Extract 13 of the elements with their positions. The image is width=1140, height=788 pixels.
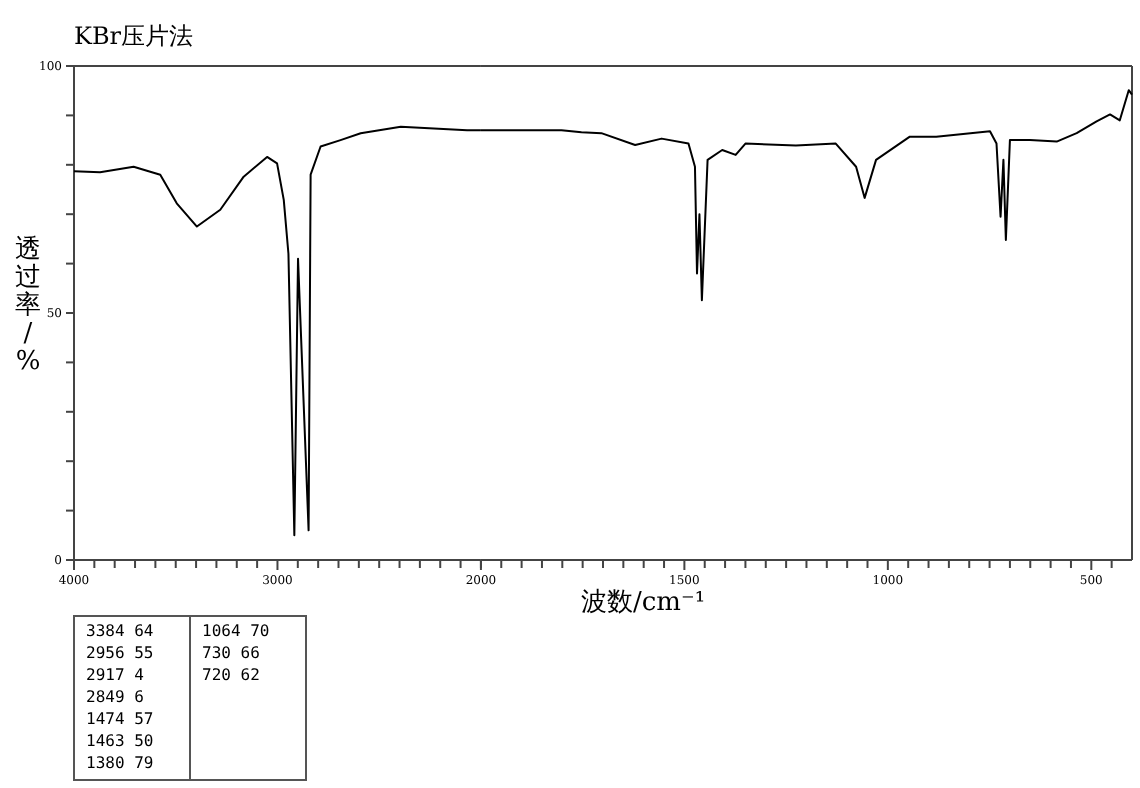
y-axis-title: 透过率/%	[15, 235, 41, 377]
chart-title: KBr压片法	[74, 22, 194, 50]
text: 2956 55	[86, 644, 154, 662]
x-axis-title: 波数/cm⁻¹	[580, 588, 706, 618]
text: 730 66	[202, 644, 261, 662]
text: 1474 57	[86, 710, 154, 728]
text: 1380 79	[86, 754, 154, 772]
text: 1064 70	[202, 622, 270, 640]
text: 1463 50	[86, 732, 154, 750]
text: 2917 4	[86, 666, 145, 684]
text: 2849 6	[86, 688, 145, 706]
text: 3384 64	[86, 622, 154, 640]
text: 720 62	[202, 666, 261, 684]
